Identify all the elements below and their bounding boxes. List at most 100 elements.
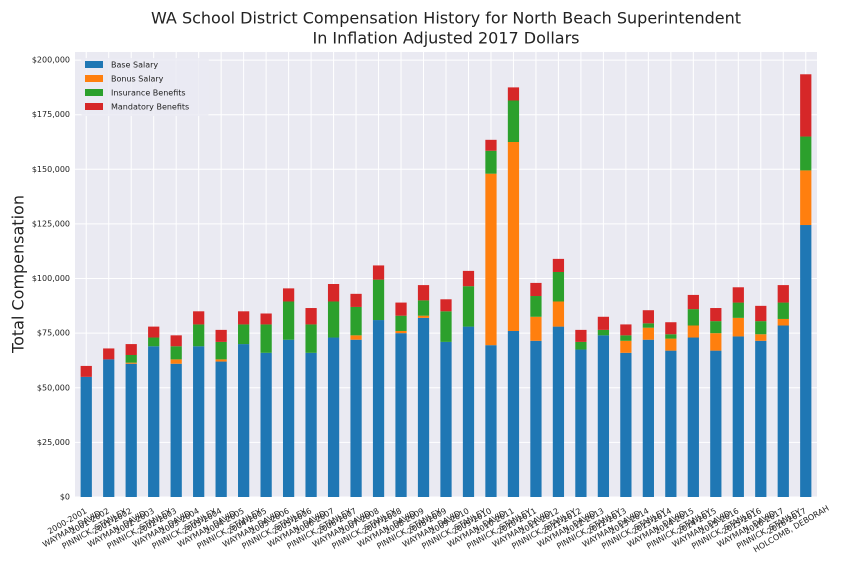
bar-segment xyxy=(665,350,677,497)
legend-swatch xyxy=(85,89,103,96)
bar-segment xyxy=(800,136,812,171)
bar-segment xyxy=(642,339,654,497)
bar-segment xyxy=(710,308,722,322)
bar-segment xyxy=(710,333,722,351)
bar-segment xyxy=(282,339,295,497)
bar-segment xyxy=(440,299,452,312)
bar-segment xyxy=(665,338,677,351)
bar-segment xyxy=(710,321,722,334)
bar-segment xyxy=(260,313,272,325)
bar-segment xyxy=(462,326,475,497)
y-tick-label: $175,000 xyxy=(32,110,70,119)
bar-segment xyxy=(215,359,227,362)
bar-segment xyxy=(777,325,789,497)
bar-segment xyxy=(642,310,654,324)
bar-segment xyxy=(530,282,542,297)
bar-segment xyxy=(125,344,137,356)
bar-segment xyxy=(372,265,385,280)
bar-segment xyxy=(665,334,677,339)
bar-segment xyxy=(800,170,812,226)
y-tick-label: $100,000 xyxy=(32,274,70,283)
bar-segment xyxy=(597,335,610,497)
bar-segment xyxy=(732,302,744,318)
y-tick-label: $125,000 xyxy=(32,219,70,228)
bar-segment xyxy=(777,285,789,303)
bar-segment xyxy=(552,326,565,497)
bar-segment xyxy=(305,324,317,353)
bar-segment xyxy=(170,346,182,360)
bar-segment xyxy=(575,341,587,350)
legend-swatch xyxy=(85,75,103,82)
bar-segment xyxy=(552,258,565,272)
bar-segment xyxy=(777,318,789,326)
bar-segment xyxy=(417,315,430,318)
bar-segment xyxy=(575,349,587,497)
bar-segment xyxy=(530,316,542,341)
bar-segment xyxy=(687,294,699,310)
bar-segment xyxy=(215,361,227,497)
bar-segment xyxy=(103,348,115,360)
y-tick-label: $0 xyxy=(60,493,70,502)
bar-segment xyxy=(440,341,452,497)
bar-segment xyxy=(372,320,385,497)
bar-segment xyxy=(732,317,744,337)
bar-segment xyxy=(417,317,430,497)
bar-segment xyxy=(395,333,407,497)
bar-segment xyxy=(350,293,362,307)
bar-segment xyxy=(395,330,407,334)
bar-segment xyxy=(755,334,767,341)
bar-segment xyxy=(620,324,632,336)
y-axis-label: Total Compensation xyxy=(9,195,28,354)
bar-segment xyxy=(238,311,250,325)
bar-segment xyxy=(282,301,295,340)
legend-label: Bonus Salary xyxy=(111,75,164,84)
bar-segment xyxy=(597,316,610,330)
bar-segment xyxy=(170,335,182,347)
bar-segment xyxy=(260,324,272,353)
bar-segment xyxy=(620,352,632,497)
bar-segment xyxy=(327,301,340,338)
bar-segment xyxy=(575,329,587,342)
bar-segment xyxy=(665,322,677,335)
bar-segment xyxy=(260,352,272,497)
bar-segment xyxy=(800,225,812,497)
bar-segment xyxy=(350,335,362,340)
bar-segment xyxy=(642,327,654,340)
bar-segment xyxy=(530,340,542,497)
bar-segment xyxy=(755,340,767,497)
legend-label: Mandatory Benefits xyxy=(111,103,189,112)
bar-segment xyxy=(80,365,92,377)
bar-segment xyxy=(507,100,520,143)
bar-segment xyxy=(125,363,137,497)
bar-segment xyxy=(125,355,137,363)
bar-segment xyxy=(755,321,767,335)
bar-segment xyxy=(642,323,654,328)
bar-segment xyxy=(350,306,362,336)
bar-segment xyxy=(462,286,475,327)
bar-segment xyxy=(732,287,744,303)
bar-segment xyxy=(507,142,520,331)
bar-segment xyxy=(282,288,295,302)
bar-segment xyxy=(215,341,227,360)
bar-segment xyxy=(620,335,632,341)
bar-segment xyxy=(552,301,565,327)
bar-segment xyxy=(305,352,317,497)
chart-subtitle: In Inflation Adjusted 2017 Dollars xyxy=(312,29,579,48)
bar-segment xyxy=(395,302,407,316)
bar-segment xyxy=(462,270,475,287)
bar-segment xyxy=(440,311,452,342)
bar-segment xyxy=(80,376,92,497)
bar-segment xyxy=(103,359,115,497)
bar-segment xyxy=(148,326,160,338)
bar-segment xyxy=(215,329,227,342)
bar-segment xyxy=(530,296,542,317)
bar-segment xyxy=(485,150,497,174)
bar-segment xyxy=(350,339,362,497)
bar-segment xyxy=(417,300,430,316)
bar-segment xyxy=(620,340,632,353)
bar-segment xyxy=(148,346,160,497)
bar-segment xyxy=(800,74,812,137)
bar-segment xyxy=(687,325,699,338)
bar-segment xyxy=(327,337,340,497)
